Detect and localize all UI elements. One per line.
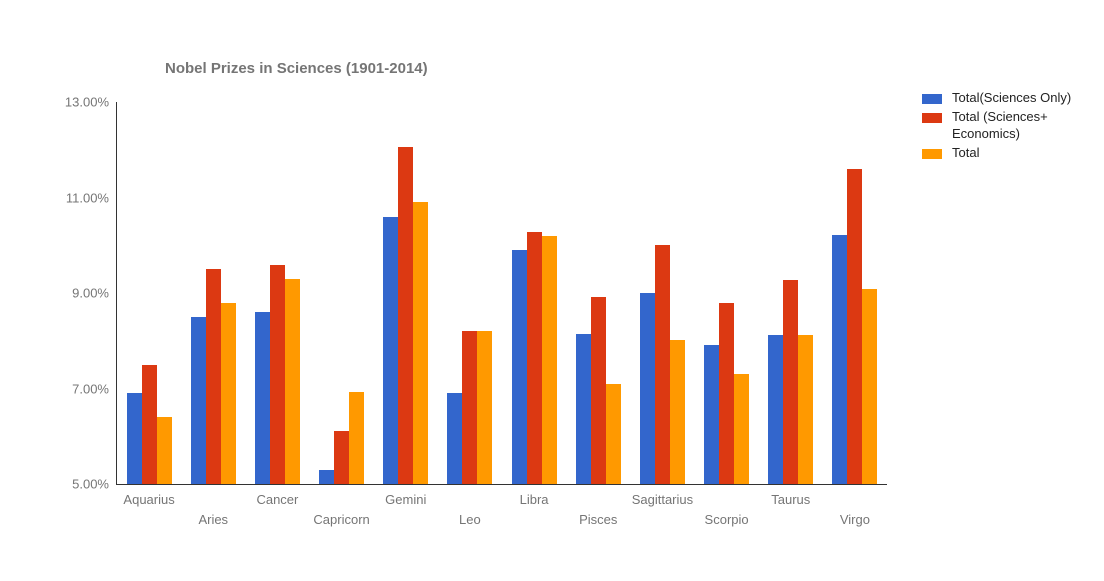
bar: [704, 345, 719, 484]
bar: [477, 331, 492, 484]
bar: [319, 470, 334, 484]
bar: [798, 335, 813, 484]
y-tick-label: 5.00%: [72, 477, 117, 492]
legend-swatch: [922, 94, 942, 104]
bar: [157, 417, 172, 484]
bar: [527, 232, 542, 484]
bar: [285, 279, 300, 484]
x-tick-label: Sagittarius: [632, 484, 693, 507]
bar: [640, 293, 655, 484]
bar: [542, 236, 557, 484]
bar: [142, 365, 157, 484]
bar: [383, 217, 398, 484]
bar: [847, 169, 862, 484]
bar: [349, 392, 364, 484]
x-tick-label: Aries: [198, 484, 228, 527]
x-tick-label: Aquarius: [123, 484, 174, 507]
x-tick-label: Cancer: [256, 484, 298, 507]
x-tick-label: Libra: [520, 484, 549, 507]
x-tick-label: Capricorn: [313, 484, 369, 527]
bar: [832, 235, 847, 484]
bar: [591, 297, 606, 484]
x-tick-label: Leo: [459, 484, 481, 527]
x-tick-label: Gemini: [385, 484, 426, 507]
bar: [191, 317, 206, 484]
y-tick-label: 9.00%: [72, 286, 117, 301]
legend-swatch: [922, 149, 942, 159]
bar: [221, 303, 236, 484]
bar: [398, 147, 413, 484]
bar: [606, 384, 621, 484]
bar: [255, 312, 270, 484]
legend: Total(Sciences Only) Total (Sciences+ Eco…: [922, 90, 1071, 164]
chart-title: Nobel Prizes in Sciences (1901-2014): [165, 60, 428, 77]
legend-item: Total(Sciences Only): [922, 90, 1071, 107]
legend-swatch: [922, 113, 942, 123]
y-tick-label: 11.00%: [66, 190, 117, 205]
bar: [512, 250, 527, 484]
bar: [334, 431, 349, 484]
bar: [127, 393, 142, 484]
bar: [576, 334, 591, 484]
bar: [270, 265, 285, 484]
bar: [734, 374, 749, 484]
bar: [768, 335, 783, 484]
plot-area: 5.00%7.00%9.00%11.00%13.00%AquariusAries…: [116, 102, 887, 485]
bar: [862, 289, 877, 484]
bar: [783, 280, 798, 484]
bar: [413, 202, 428, 484]
bar: [670, 340, 685, 484]
x-tick-label: Taurus: [771, 484, 810, 507]
legend-item: Total (Sciences+ Economics): [922, 109, 1071, 143]
x-tick-label: Pisces: [579, 484, 617, 527]
x-tick-label: Scorpio: [705, 484, 749, 527]
legend-label: Total(Sciences Only): [952, 90, 1071, 107]
bar: [206, 269, 221, 484]
chart-container: Nobel Prizes in Sciences (1901-2014) 5.0…: [0, 0, 1104, 581]
bar: [447, 393, 462, 484]
bar: [719, 303, 734, 484]
legend-label: Total: [952, 145, 979, 162]
legend-item: Total: [922, 145, 1071, 162]
bar: [462, 331, 477, 484]
legend-label: Total (Sciences+ Economics): [952, 109, 1048, 143]
x-tick-label: Virgo: [840, 484, 870, 527]
y-tick-label: 13.00%: [65, 95, 117, 110]
y-tick-label: 7.00%: [72, 381, 117, 396]
bar: [655, 245, 670, 484]
